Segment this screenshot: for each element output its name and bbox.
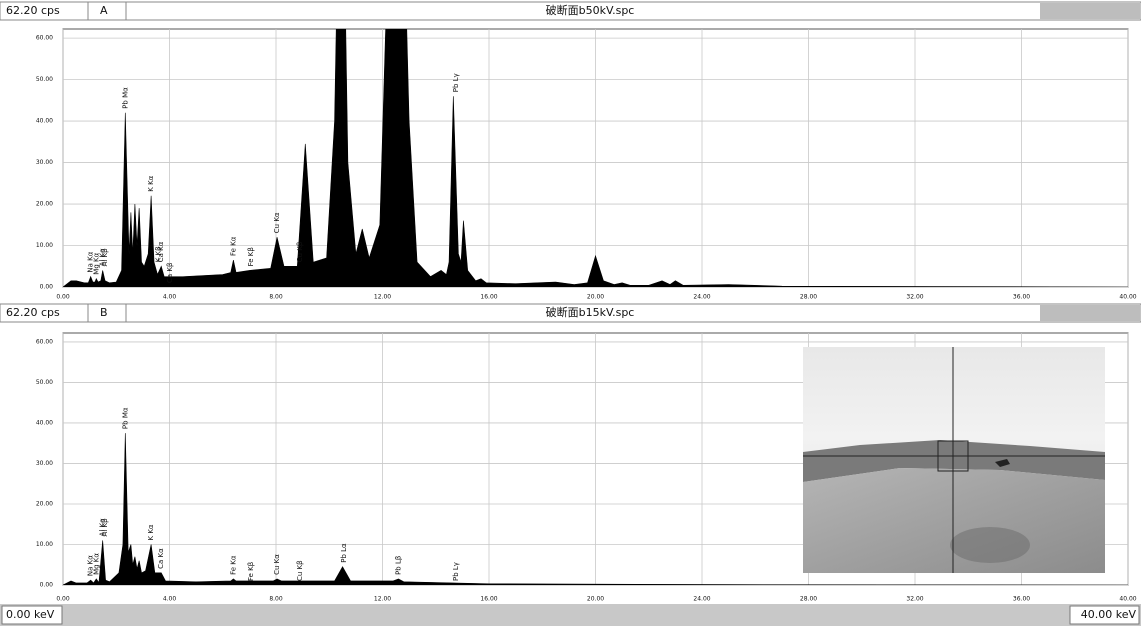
peak-label: Al Kα: [99, 248, 107, 267]
footer-right: 40.00 keV: [1081, 608, 1137, 621]
peak-label: Fe Kα: [229, 555, 237, 575]
x-tick-label: 12.00: [374, 596, 391, 603]
header-gray-block: [1040, 305, 1140, 321]
x-tick-label: 28.00: [800, 596, 817, 603]
y-tick-label: 0.00: [40, 582, 54, 589]
x-tick-label: 24.00: [693, 596, 710, 603]
status-bar: [0, 604, 1141, 626]
peak-label: Pb Mα: [121, 87, 129, 109]
y-tick-label: 50.00: [36, 76, 53, 83]
x-tick-label: 40.00: [1119, 596, 1136, 603]
peak-label: Cu Kα: [273, 212, 281, 233]
header-bar: [0, 303, 1141, 323]
peak-label: Mg Kα: [92, 252, 100, 274]
x-tick-label: 16.00: [480, 294, 497, 301]
peak-label: Cu Kβ: [296, 242, 304, 263]
peak-label: Fe Kα: [229, 236, 237, 256]
spectrum-area: [63, 29, 1128, 287]
x-tick-label: 4.00: [163, 294, 177, 301]
peak-label: Na Kα: [87, 251, 95, 272]
peak-label: Ca Kα: [157, 241, 165, 262]
peak-label: Fe Kβ: [247, 247, 255, 266]
x-tick-label: 32.00: [906, 596, 923, 603]
peak-label: Na Kα: [87, 555, 95, 576]
peak-label: Cu Kα: [273, 554, 281, 575]
y-tick-label: 40.00: [36, 419, 53, 426]
y-tick-label: 10.00: [36, 242, 53, 249]
header-gray-block: [1040, 3, 1140, 19]
x-tick-label: 24.00: [693, 294, 710, 301]
file-title: 破断面b15kV.spc: [546, 305, 635, 319]
panel-label: B: [100, 306, 108, 319]
footer-left: 0.00 keV: [6, 608, 55, 621]
y-tick-label: 10.00: [36, 541, 53, 548]
cps-label: 62.20 cps: [6, 4, 60, 17]
spectrum-area: [63, 433, 1128, 585]
x-tick-label: 36.00: [1013, 596, 1030, 603]
x-tick-label: 40.00: [1119, 294, 1136, 301]
x-tick-label: 4.00: [163, 596, 177, 603]
x-tick-label: 12.00: [374, 294, 391, 301]
peak-label: Pb Mα: [121, 407, 129, 429]
peak-label: Cu Kβ: [296, 560, 304, 581]
peak-label: Al Kβ: [101, 518, 109, 536]
peak-label: Ca Kα: [157, 548, 165, 569]
y-tick-label: 30.00: [36, 159, 53, 166]
x-tick-label: 0.00: [56, 596, 70, 603]
x-tick-label: 28.00: [800, 294, 817, 301]
y-tick-label: 60.00: [36, 338, 53, 345]
y-tick-label: 20.00: [36, 201, 53, 208]
peak-label: K Kβ: [155, 246, 163, 262]
sample-photo: [803, 347, 1105, 573]
spectrum-panel: 62.20 cps A 破断面b50kV.spc 0.00 10.00 20.00 30.0…: [0, 1, 1141, 301]
peak-label: Mg Kα: [92, 553, 100, 575]
peak-label: Fe Kβ: [247, 562, 255, 581]
y-tick-label: 30.00: [36, 460, 53, 467]
x-tick-label: 8.00: [269, 596, 283, 603]
y-tick-label: 50.00: [36, 379, 53, 386]
x-tick-label: 32.00: [906, 294, 923, 301]
peak-label: K Kα: [147, 175, 155, 191]
x-tick-label: 20.00: [587, 596, 604, 603]
peak-label: Pb Lγ: [452, 73, 460, 92]
x-tick-label: 8.00: [269, 294, 283, 301]
peak-label: K Kα: [147, 524, 155, 540]
y-tick-label: 40.00: [36, 118, 53, 125]
peak-label: Al Kβ: [101, 248, 109, 266]
cps-label: 62.20 cps: [6, 306, 60, 319]
peak-label: Pb Lγ: [452, 562, 460, 581]
x-tick-label: 0.00: [56, 294, 70, 301]
header-bar: [0, 1, 1141, 21]
status-left-box: [1, 605, 63, 625]
status-right-box: [1069, 605, 1140, 625]
file-title: 破断面b50kV.spc: [546, 3, 635, 17]
peak-label: Al Kα: [99, 518, 107, 537]
peak-label: Pb Lβ: [395, 556, 403, 575]
y-tick-label: 20.00: [36, 500, 53, 507]
x-tick-label: 36.00: [1013, 294, 1030, 301]
peak-label: Pb Lα: [340, 543, 348, 563]
y-tick-label: 0.00: [40, 284, 54, 291]
x-tick-label: 16.00: [480, 596, 497, 603]
peak-label: Ca Kβ: [166, 263, 174, 283]
panel-label: A: [100, 4, 108, 17]
y-tick-label: 60.00: [36, 35, 53, 42]
x-tick-label: 20.00: [587, 294, 604, 301]
